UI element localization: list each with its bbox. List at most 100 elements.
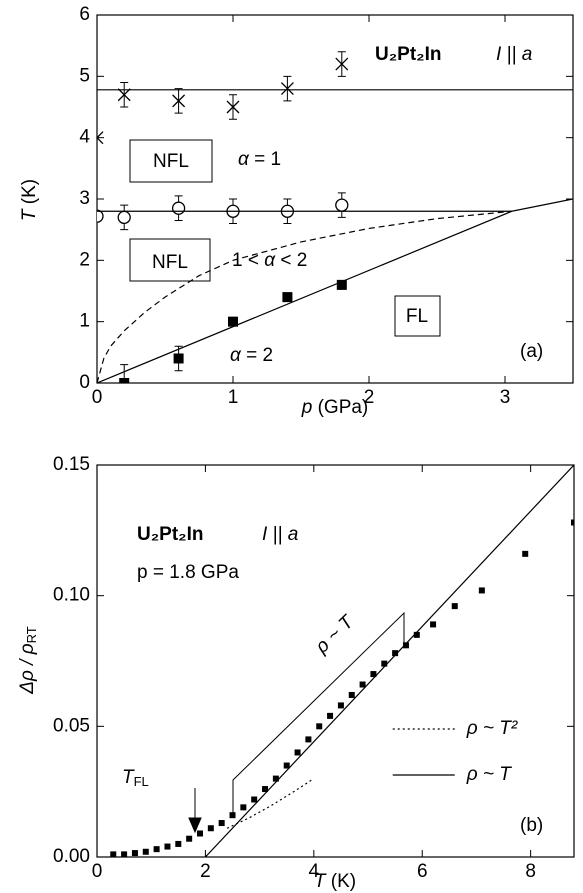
square-marker bbox=[359, 681, 366, 688]
y-tick-label: 1 bbox=[79, 311, 90, 332]
region-label: FL bbox=[406, 306, 428, 327]
x-tick-label: 2 bbox=[200, 861, 211, 882]
square-marker bbox=[218, 820, 225, 827]
crossover-label: TFL bbox=[122, 767, 149, 789]
curve bbox=[226, 778, 315, 829]
alpha-label: α = 1 bbox=[238, 149, 281, 170]
legend-label: ρ ~ T² bbox=[466, 718, 518, 739]
region-box bbox=[129, 238, 211, 282]
square-marker bbox=[305, 736, 312, 743]
x-tick-label: 2 bbox=[364, 387, 375, 408]
cross-marker bbox=[117, 88, 131, 102]
cross-marker bbox=[280, 82, 294, 96]
pressure-label: p = 1.8 GPa bbox=[137, 562, 239, 583]
slope-label: ρ ~ T bbox=[311, 611, 359, 658]
square-marker bbox=[142, 848, 149, 855]
x-axis-label: p (GPa) bbox=[301, 397, 369, 418]
cross-marker bbox=[226, 100, 240, 114]
cross-marker bbox=[172, 94, 186, 108]
circle-marker bbox=[171, 201, 186, 215]
circle-marker bbox=[335, 198, 349, 212]
x-tick-label: 6 bbox=[417, 861, 428, 882]
square-marker bbox=[196, 830, 203, 837]
y-tick-label: 4 bbox=[79, 127, 90, 148]
region-label: NFL bbox=[152, 252, 188, 273]
y-tick-label: 2 bbox=[79, 249, 90, 270]
legend-label: ρ ~ T bbox=[466, 764, 513, 785]
plot-frame bbox=[96, 464, 575, 858]
y-tick-label: 0.10 bbox=[53, 585, 90, 606]
slope-bracket bbox=[232, 611, 405, 813]
square-marker bbox=[392, 650, 399, 657]
alpha-label: 1 < α < 2 bbox=[232, 250, 307, 271]
square-marker bbox=[348, 691, 355, 698]
x-tick-label: 4 bbox=[309, 861, 320, 882]
square-marker bbox=[207, 825, 214, 832]
curve bbox=[97, 210, 513, 383]
panel-label: (a) bbox=[520, 341, 543, 362]
square-marker bbox=[164, 843, 171, 850]
square-marker bbox=[251, 796, 258, 803]
square-marker bbox=[173, 353, 184, 364]
square-marker bbox=[451, 603, 458, 610]
y-tick-label: 5 bbox=[79, 65, 90, 86]
plot-frame bbox=[96, 14, 574, 384]
region-box bbox=[394, 295, 441, 337]
curve bbox=[204, 465, 574, 857]
x-tick-label: 1 bbox=[228, 387, 239, 408]
square-marker bbox=[337, 702, 344, 709]
cross-marker bbox=[97, 131, 104, 145]
square-marker bbox=[402, 642, 409, 649]
y-tick-label: 0.00 bbox=[53, 846, 90, 867]
square-marker bbox=[413, 631, 420, 638]
square-marker bbox=[228, 316, 238, 327]
y-tick-label: 6 bbox=[79, 4, 90, 25]
x-tick-label: 3 bbox=[500, 387, 511, 408]
x-tick-label: 0 bbox=[92, 387, 103, 408]
y-tick-label: 0.05 bbox=[53, 715, 90, 736]
y-axis-label: Δρ / ρRT bbox=[17, 626, 39, 695]
square-marker bbox=[119, 378, 130, 383]
cross-marker bbox=[335, 57, 349, 71]
square-marker bbox=[229, 812, 236, 819]
square-marker bbox=[316, 723, 323, 730]
square-marker bbox=[240, 804, 247, 811]
square-marker bbox=[175, 840, 182, 847]
x-tick-label: 8 bbox=[525, 861, 536, 882]
x-tick-label: 0 bbox=[92, 861, 103, 882]
square-marker bbox=[272, 775, 279, 782]
y-tick-label: 3 bbox=[79, 188, 90, 209]
error-bar bbox=[120, 364, 129, 383]
square-marker bbox=[370, 671, 377, 678]
square-marker bbox=[327, 712, 334, 719]
square-marker bbox=[430, 621, 437, 628]
region-label: NFL bbox=[153, 151, 189, 172]
square-marker bbox=[478, 587, 485, 594]
square-marker bbox=[262, 786, 269, 793]
alpha-label: α = 2 bbox=[230, 345, 273, 366]
square-marker bbox=[131, 850, 138, 857]
y-axis-label: T (K) bbox=[19, 179, 40, 221]
crossover-arrow bbox=[188, 788, 202, 834]
y-tick-label: 0 bbox=[79, 372, 90, 393]
square-marker bbox=[522, 550, 529, 557]
circle-marker bbox=[97, 209, 104, 223]
y-tick-label: 0.15 bbox=[53, 454, 90, 475]
compound: U₂Pt₂In bbox=[137, 524, 204, 545]
square-marker bbox=[110, 851, 117, 857]
x-axis-label: T (K) bbox=[314, 871, 356, 892]
current-direction: I || a bbox=[262, 524, 298, 545]
curve bbox=[97, 198, 573, 212]
square-marker bbox=[282, 292, 293, 303]
square-marker bbox=[153, 846, 160, 853]
square-marker bbox=[294, 749, 301, 756]
square-marker bbox=[381, 660, 388, 667]
panel-label: (b) bbox=[520, 815, 543, 836]
region-box bbox=[129, 139, 213, 183]
current-direction: I || a bbox=[496, 44, 532, 65]
square-marker bbox=[571, 519, 574, 526]
curve bbox=[97, 210, 512, 383]
square-marker bbox=[121, 851, 128, 857]
